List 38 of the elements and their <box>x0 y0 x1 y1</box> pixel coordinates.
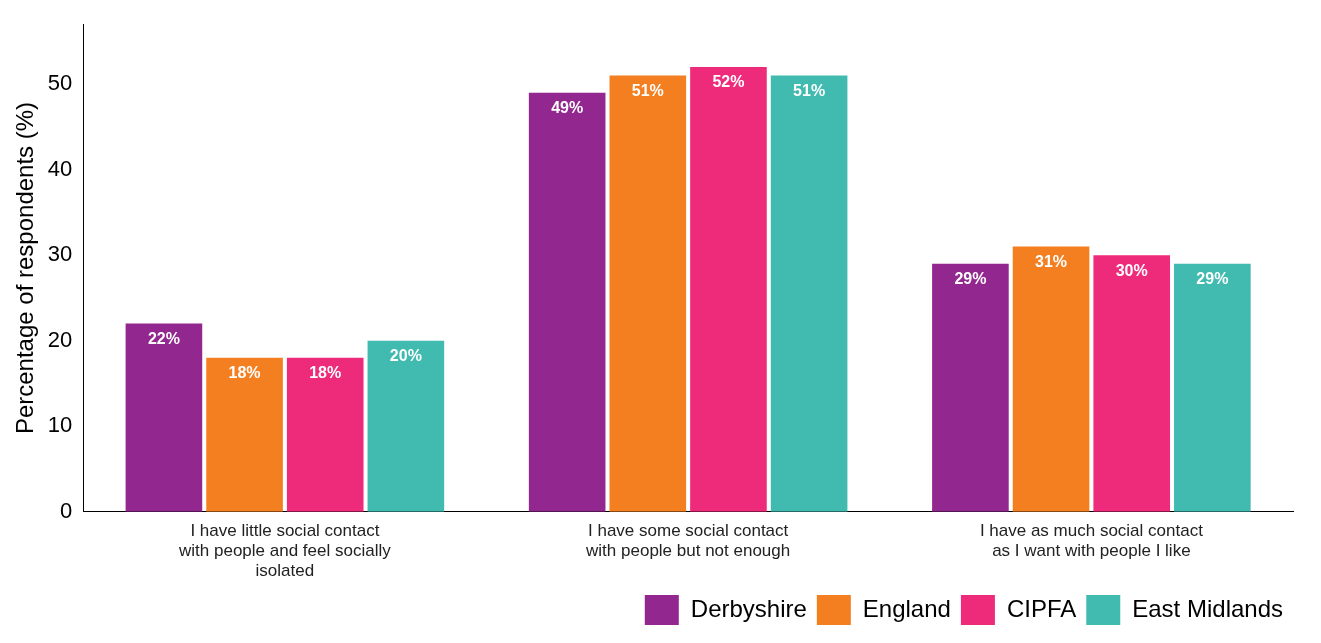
bar <box>609 75 687 512</box>
bar <box>932 263 1009 512</box>
data-label: 18% <box>309 364 342 382</box>
legend-label: CIPFA <box>1006 594 1077 622</box>
data-label: 51% <box>631 81 664 99</box>
bar <box>690 66 767 512</box>
bar <box>1012 246 1090 512</box>
bar <box>528 92 606 512</box>
y-tick-label: 0 <box>60 497 73 523</box>
data-label: 29% <box>1196 270 1229 288</box>
bar <box>1174 263 1251 512</box>
data-label: 51% <box>793 81 826 99</box>
bar <box>770 75 848 512</box>
bar <box>367 340 445 512</box>
y-tick-label: 20 <box>47 326 73 352</box>
y-axis-title: Percentage of respondents (%) <box>11 101 39 435</box>
data-label: 22% <box>147 330 180 348</box>
y-tick-label: 10 <box>47 412 73 438</box>
data-label: 20% <box>389 347 422 365</box>
data-label: 29% <box>954 270 987 288</box>
data-label: 30% <box>1115 261 1148 279</box>
data-label: 31% <box>1035 253 1068 271</box>
legend-label: East Midlands <box>1132 594 1284 622</box>
legend-label: Derbyshire <box>690 594 807 622</box>
bar <box>206 357 283 512</box>
data-label: 52% <box>712 73 745 91</box>
y-tick-label: 30 <box>47 241 73 267</box>
bar <box>286 357 364 512</box>
legend-label: England <box>862 594 951 622</box>
data-label: 49% <box>551 99 584 117</box>
x-tick-label: I have little social contact with people and feel socially isolated <box>178 520 392 581</box>
data-label: 18% <box>228 364 261 382</box>
y-tick-label: 50 <box>47 70 73 96</box>
y-tick-label: 40 <box>47 155 73 181</box>
bar <box>1093 255 1171 512</box>
x-tick-label: I have some social contact with people but not enough <box>585 520 791 561</box>
x-tick-label: I have as much social contact as I want with people I like <box>979 520 1204 561</box>
bar <box>125 323 203 512</box>
